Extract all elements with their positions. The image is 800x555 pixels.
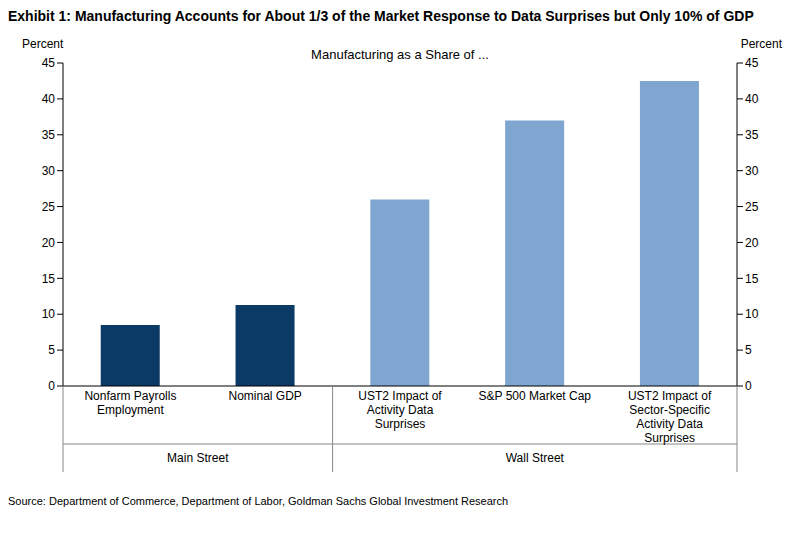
html-text:Percent: Percent [22, 37, 64, 51]
svg-text:5: 5 [48, 343, 55, 357]
html-text:Source: Department of Commerce: Source: Department of Commerce, Departme… [8, 495, 509, 507]
svg-text:30: 30 [42, 164, 56, 178]
svg-text:35: 35 [42, 128, 56, 142]
html-text:Manufacturing as a Share of ..: Manufacturing as a Share of ... [311, 47, 489, 62]
svg-text:S&P 500 Market Cap: S&P 500 Market Cap [479, 389, 592, 403]
svg-text:10: 10 [745, 307, 759, 321]
svg-text:15: 15 [42, 272, 56, 286]
svg-text:UST2 Impact ofActivity DataSur: UST2 Impact ofActivity DataSurprises [358, 389, 442, 431]
svg-text:10: 10 [42, 307, 56, 321]
svg-text:35: 35 [745, 128, 759, 142]
svg-text:5: 5 [745, 343, 752, 357]
svg-text:45: 45 [745, 56, 759, 70]
svg-text:Wall Street: Wall Street [506, 451, 565, 465]
svg-text:Main Street: Main Street [167, 451, 229, 465]
svg-text:40: 40 [745, 92, 759, 106]
svg-text:UST2 Impact ofSector-SpecificA: UST2 Impact ofSector-SpecificActivity Da… [628, 389, 712, 445]
svg-text:40: 40 [42, 92, 56, 106]
svg-text:30: 30 [745, 164, 759, 178]
svg-text:25: 25 [42, 200, 56, 214]
svg-text:45: 45 [42, 56, 56, 70]
svg-text:25: 25 [745, 200, 759, 214]
svg-text:20: 20 [745, 236, 759, 250]
svg-text:0: 0 [48, 379, 55, 393]
html-text:Percent: Percent [740, 37, 782, 51]
svg-text:20: 20 [42, 236, 56, 250]
html-text:Exhibit 1: Manufacturing Accou: Exhibit 1: Manufacturing Accounts for Ab… [8, 8, 754, 24]
svg-text:15: 15 [745, 272, 759, 286]
svg-text:Nominal GDP: Nominal GDP [229, 389, 302, 403]
svg-text:0: 0 [745, 379, 752, 393]
svg-text:Nonfarm PayrollsEmployment: Nonfarm PayrollsEmployment [84, 389, 176, 417]
